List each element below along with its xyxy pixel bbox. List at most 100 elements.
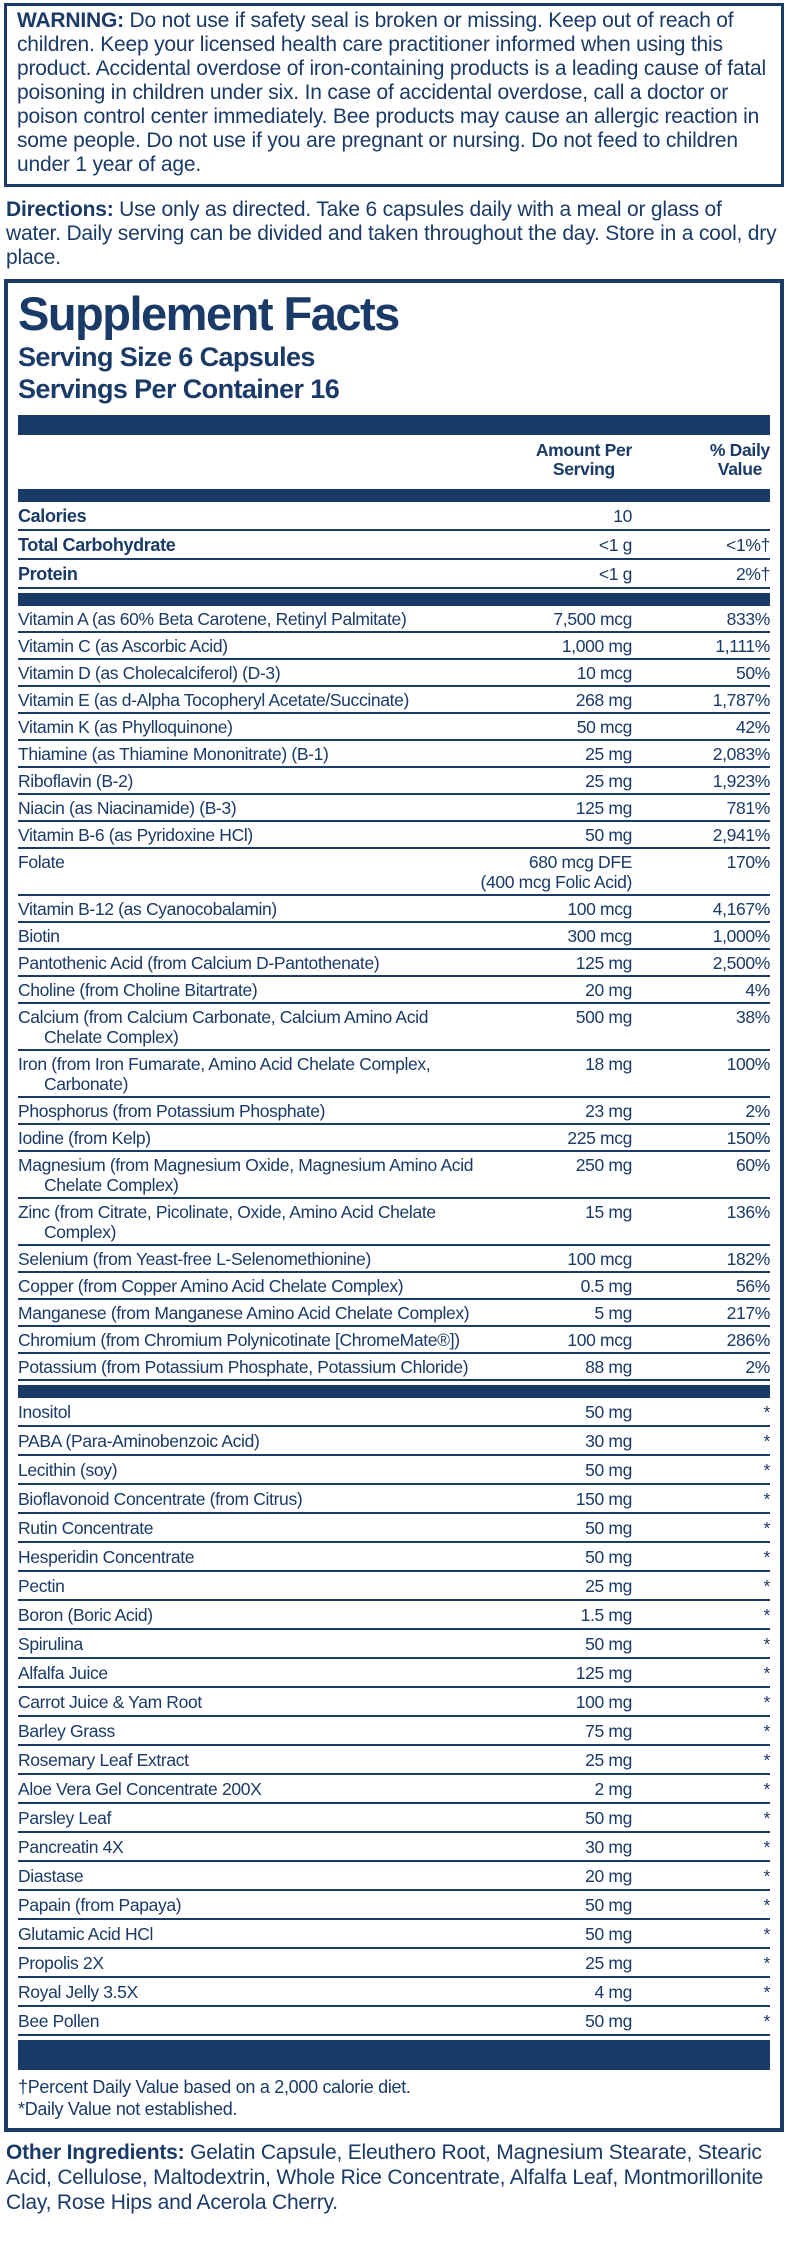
nutrient-amount: 25 mg	[585, 1576, 632, 1596]
warning-body: Do not use if safety seal is broken or m…	[17, 9, 767, 176]
nutrient-amount: 680 mcg DFE (400 mcg Folic Acid)	[480, 852, 632, 892]
nutrient-name: Total Carbohydrate	[18, 535, 176, 555]
nutrient-daily-value: *	[763, 1460, 771, 1480]
nutrient-name: Rutin Concentrate	[18, 1518, 154, 1538]
nutrient-rows-section: Vitamin A (as 60% Beta Carotene, Retinyl…	[18, 606, 770, 1381]
table-row: Riboflavin (B-2) 25 mg 1,923%	[18, 768, 770, 795]
table-row: Zinc (from Citrate, Picolinate, Oxide, A…	[18, 1199, 770, 1246]
nutrient-amount: 225 mcg	[567, 1128, 632, 1148]
table-row: PABA (Para-Aminobenzoic Acid) 30 mg *	[18, 1427, 770, 1456]
nutrient-daily-value: *	[763, 1402, 771, 1422]
nutrient-name: Vitamin E (as d-Alpha Tocopheryl Acetate…	[18, 690, 410, 710]
table-row: Choline (from Choline Bitartrate) 20 mg 4%	[18, 977, 770, 1004]
nutrient-amount: 75 mg	[585, 1721, 632, 1741]
table-row: Selenium (from Yeast-free L-Selenomethio…	[18, 1246, 770, 1273]
nutrient-amount: 125 mg	[575, 953, 633, 973]
nutrient-amount: 50 mg	[585, 1402, 632, 1422]
nutrient-amount: 50 mg	[585, 1634, 632, 1654]
nutrient-name: Parsley Leaf	[18, 1808, 112, 1828]
nutrient-name: Royal Jelly 3.5X	[18, 1982, 138, 2002]
nutrient-daily-value: *	[763, 1431, 771, 1451]
nutrient-daily-value: 217%	[726, 1303, 771, 1323]
nutrient-amount: 25 mg	[585, 744, 632, 764]
nutrient-daily-value: *	[763, 1692, 771, 1712]
table-row: Pantothenic Acid (from Calcium D-Pantoth…	[18, 950, 770, 977]
nutrient-amount: 4 mg	[594, 1982, 632, 2002]
nutrient-amount: 125 mg	[575, 798, 633, 818]
nutrient-daily-value: *	[763, 1953, 771, 1973]
nutrient-daily-value: 286%	[726, 1330, 771, 1350]
nutrient-daily-value: *	[763, 1895, 771, 1915]
header-dv-cell: % Daily Value	[632, 441, 770, 480]
nutrient-name: PABA (Para-Aminobenzoic Acid)	[18, 1431, 260, 1451]
table-row: Hesperidin Concentrate 50 mg *	[18, 1543, 770, 1572]
nutrient-amount: 25 mg	[585, 1750, 632, 1770]
nutrient-name: Niacin (as Niacinamide) (B-3)	[18, 798, 237, 818]
nutrient-amount: 150 mg	[575, 1489, 633, 1509]
nutrient-name: Bee Pollen	[18, 2011, 100, 2031]
table-row: Inositol 50 mg *	[18, 1398, 770, 1427]
table-row: Folate 680 mcg DFE (400 mcg Folic Acid) 170…	[18, 849, 770, 896]
table-row: Biotin 300 mcg 1,000%	[18, 923, 770, 950]
nutrient-name: Riboflavin (B-2)	[18, 771, 133, 791]
table-row: Vitamin A (as 60% Beta Carotene, Retinyl…	[18, 606, 770, 633]
nutrient-daily-value: 781%	[726, 798, 771, 818]
nutrient-daily-value: 1,787%	[712, 690, 771, 710]
serving-size: Serving Size 6 Capsules	[18, 342, 315, 372]
nutrient-name: Iron (from Iron Fumarate, Amino Acid Che…	[18, 1054, 431, 1094]
nutrient-daily-value: 136%	[726, 1202, 771, 1222]
nutrient-name: Biotin	[18, 926, 60, 946]
nutrient-name: Zinc (from Citrate, Picolinate, Oxide, A…	[18, 1202, 436, 1242]
footnotes: †Percent Daily Value based on a 2,000 ca…	[18, 2076, 770, 2120]
warning-paragraph: WARNING: Do not use if safety seal is br…	[17, 9, 771, 177]
amount-column-header: Amount Per Serving	[535, 440, 632, 479]
other-ingredients-body: Gelatin Capsule, Eleuthero Root, Magnesi…	[6, 2141, 764, 2214]
nutrient-daily-value: *	[763, 1808, 771, 1828]
nutrient-amount: 30 mg	[585, 1837, 632, 1857]
nutrient-amount: 10 mcg	[576, 663, 633, 683]
nutrient-name: Vitamin A (as 60% Beta Carotene, Retinyl…	[18, 609, 407, 629]
table-row: Royal Jelly 3.5X 4 mg *	[18, 1978, 770, 2007]
nutrient-amount: 125 mg	[575, 1663, 633, 1683]
nutrient-name: Vitamin C (as Ascorbic Acid)	[18, 636, 228, 656]
nutrient-daily-value: *	[763, 1547, 771, 1567]
nutrient-name: Lecithin (soy)	[18, 1460, 118, 1480]
nutrient-amount: 500 mg	[575, 1007, 633, 1027]
nutrient-daily-value: *	[763, 1750, 771, 1770]
nutrient-daily-value: 150%	[726, 1128, 771, 1148]
nutrient-daily-value: *	[763, 1605, 771, 1625]
table-row: Lecithin (soy) 50 mg *	[18, 1456, 770, 1485]
table-row: Niacin (as Niacinamide) (B-3) 125 mg 781%	[18, 795, 770, 822]
table-row: Magnesium (from Magnesium Oxide, Magnesi…	[18, 1152, 770, 1199]
nutrient-daily-value: 170%	[726, 852, 771, 872]
nutrient-daily-value: *	[763, 1518, 771, 1538]
nutrient-daily-value: *	[763, 1576, 771, 1596]
other-ingredients-paragraph: Other Ingredients: Gelatin Capsule, Eleu…	[6, 2140, 782, 2215]
nutrient-daily-value: *	[763, 2011, 771, 2031]
table-row: Boron (Boric Acid) 1.5 mg *	[18, 1601, 770, 1630]
table-row: Manganese (from Manganese Amino Acid Che…	[18, 1300, 770, 1327]
nutrient-daily-value: 60%	[736, 1155, 770, 1175]
nutrient-amount: 25 mg	[585, 1953, 632, 1973]
supplement-facts-inner: Supplement Facts Serving Size 6 Capsules…	[8, 289, 780, 2128]
nutrient-name: Alfalfa Juice	[18, 1663, 108, 1683]
nutrient-amount: 1.5 mg	[580, 1605, 633, 1625]
directions-label: Directions:	[6, 198, 114, 221]
table-row: Vitamin K (as Phylloquinone) 50 mcg 42%	[18, 714, 770, 741]
nutrient-name: Bioflavonoid Concentrate (from Citrus)	[18, 1489, 303, 1509]
nutrient-amount: 50 mg	[585, 1808, 632, 1828]
table-row: Protein <1 g 2%†	[18, 560, 770, 589]
warning-label: WARNING:	[17, 9, 124, 32]
nutrient-amount: 23 mg	[585, 1101, 632, 1121]
nutrient-amount: 50 mg	[585, 1518, 632, 1538]
nutrient-daily-value: 1,111%	[715, 636, 770, 656]
nutrient-daily-value: <1%†	[726, 535, 770, 555]
nutrient-name: Pantothenic Acid (from Calcium D-Pantoth…	[18, 953, 380, 973]
nutrient-daily-value: 56%	[736, 1276, 770, 1296]
table-row: Vitamin B-12 (as Cyanocobalamin) 100 mcg 4…	[18, 896, 770, 923]
nutrient-amount: 100 mcg	[567, 1249, 632, 1269]
table-row: Glutamic Acid HCl 50 mg *	[18, 1920, 770, 1949]
table-row: Papain (from Papaya) 50 mg *	[18, 1891, 770, 1920]
nutrient-daily-value: 4%	[745, 980, 770, 1000]
nutrient-name: Selenium (from Yeast-free L-Selenomethio…	[18, 1249, 371, 1269]
